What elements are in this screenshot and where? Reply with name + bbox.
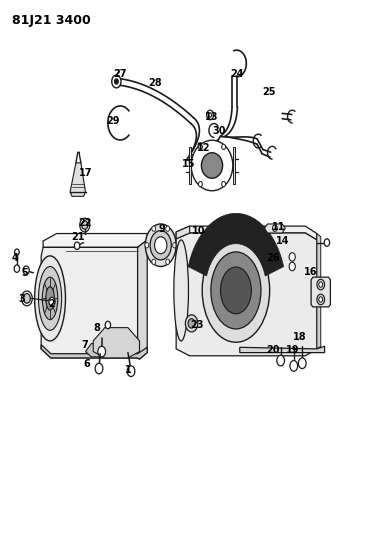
Circle shape — [15, 249, 19, 255]
Circle shape — [127, 366, 135, 376]
Text: 22: 22 — [78, 218, 91, 228]
Polygon shape — [41, 247, 145, 358]
Text: 25: 25 — [262, 87, 276, 97]
Text: 16: 16 — [304, 267, 318, 277]
Polygon shape — [41, 345, 147, 359]
Text: 3: 3 — [19, 294, 25, 304]
Circle shape — [199, 181, 202, 187]
Text: 81J21 3400: 81J21 3400 — [12, 14, 91, 27]
Circle shape — [222, 144, 226, 150]
Text: 6: 6 — [83, 359, 90, 369]
Circle shape — [298, 358, 306, 368]
Text: 30: 30 — [212, 126, 226, 136]
Ellipse shape — [174, 240, 188, 341]
Circle shape — [49, 297, 55, 306]
Polygon shape — [264, 224, 285, 233]
Circle shape — [82, 221, 88, 229]
Text: 1: 1 — [125, 365, 131, 375]
Text: 4: 4 — [12, 253, 19, 263]
Polygon shape — [86, 344, 120, 357]
Ellipse shape — [191, 140, 233, 191]
Ellipse shape — [42, 277, 58, 320]
Circle shape — [324, 239, 330, 246]
Ellipse shape — [154, 237, 167, 254]
Ellipse shape — [38, 266, 62, 330]
Circle shape — [166, 259, 170, 264]
Polygon shape — [176, 233, 317, 356]
Text: 13: 13 — [205, 111, 219, 122]
Text: 23: 23 — [191, 320, 204, 330]
Text: 19: 19 — [286, 345, 300, 356]
Circle shape — [317, 294, 325, 305]
Circle shape — [289, 253, 295, 261]
Circle shape — [105, 321, 111, 329]
Circle shape — [290, 361, 298, 371]
Text: 17: 17 — [79, 168, 92, 179]
Circle shape — [198, 143, 202, 148]
Ellipse shape — [34, 256, 65, 341]
Circle shape — [317, 279, 325, 290]
Text: 9: 9 — [159, 224, 165, 235]
Circle shape — [289, 262, 295, 271]
Polygon shape — [43, 233, 147, 247]
Circle shape — [277, 356, 284, 366]
Circle shape — [112, 75, 121, 88]
Text: 18: 18 — [293, 332, 307, 342]
Polygon shape — [311, 277, 330, 307]
Polygon shape — [188, 213, 284, 276]
Text: 24: 24 — [230, 69, 243, 79]
Circle shape — [319, 282, 323, 287]
Text: 26: 26 — [266, 253, 280, 263]
Circle shape — [185, 315, 198, 332]
Polygon shape — [176, 226, 317, 240]
Text: 29: 29 — [106, 116, 119, 126]
Circle shape — [98, 346, 106, 357]
Text: 21: 21 — [71, 232, 85, 242]
Text: 8: 8 — [93, 323, 100, 333]
Circle shape — [145, 243, 149, 248]
Circle shape — [173, 243, 176, 248]
Circle shape — [199, 144, 202, 150]
Text: 2: 2 — [49, 298, 55, 309]
Circle shape — [222, 181, 226, 187]
Ellipse shape — [202, 239, 270, 342]
Circle shape — [152, 259, 156, 264]
Circle shape — [319, 297, 323, 302]
Polygon shape — [233, 147, 235, 184]
Polygon shape — [189, 147, 191, 184]
Text: 14: 14 — [276, 236, 289, 246]
Text: 12: 12 — [197, 143, 211, 154]
Text: 7: 7 — [81, 340, 88, 350]
Text: 20: 20 — [266, 345, 280, 356]
Ellipse shape — [221, 267, 251, 314]
Polygon shape — [317, 233, 321, 349]
Polygon shape — [138, 240, 147, 359]
Text: 27: 27 — [113, 69, 127, 79]
Ellipse shape — [46, 287, 54, 310]
Polygon shape — [93, 328, 140, 358]
Ellipse shape — [150, 231, 171, 260]
Ellipse shape — [211, 252, 261, 329]
Circle shape — [23, 266, 29, 274]
Circle shape — [166, 226, 170, 231]
Circle shape — [74, 242, 80, 249]
Circle shape — [95, 364, 103, 374]
Circle shape — [14, 265, 20, 272]
Text: 15: 15 — [182, 159, 195, 169]
Text: 28: 28 — [148, 78, 162, 88]
Circle shape — [152, 226, 156, 231]
Polygon shape — [70, 163, 86, 196]
Circle shape — [207, 110, 214, 120]
Circle shape — [24, 294, 31, 303]
Circle shape — [188, 319, 195, 328]
Polygon shape — [176, 226, 190, 239]
Text: 10: 10 — [192, 227, 205, 237]
Text: 11: 11 — [272, 222, 285, 232]
Text: 5: 5 — [21, 268, 28, 278]
Ellipse shape — [145, 224, 176, 266]
Circle shape — [115, 79, 118, 84]
Polygon shape — [240, 346, 325, 353]
Ellipse shape — [201, 153, 223, 178]
Circle shape — [272, 225, 277, 231]
